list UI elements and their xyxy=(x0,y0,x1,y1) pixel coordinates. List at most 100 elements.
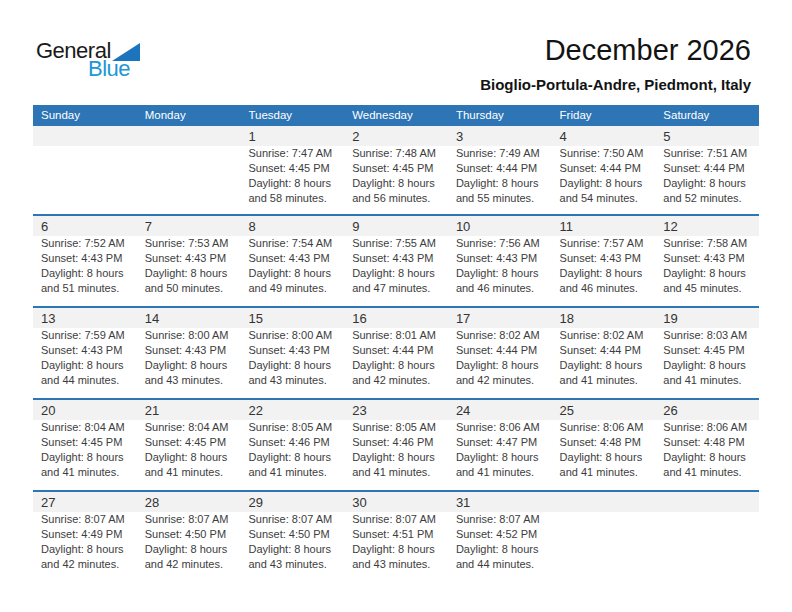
sunrise-text: Sunrise: 7:59 AM xyxy=(33,328,137,343)
day-cell: 27Sunrise: 8:07 AMSunset: 4:49 PMDayligh… xyxy=(33,492,137,582)
day-number: 15 xyxy=(240,308,344,328)
day-cell: 14Sunrise: 8:00 AMSunset: 4:43 PMDayligh… xyxy=(137,308,241,398)
day-number xyxy=(137,126,241,146)
sunset-text: Sunset: 4:49 PM xyxy=(33,527,137,542)
day-number: 27 xyxy=(33,492,137,512)
sunrise-text: Sunrise: 7:54 AM xyxy=(240,236,344,251)
week-row: 6Sunrise: 7:52 AMSunset: 4:43 PMDaylight… xyxy=(33,214,759,306)
daylight-text: Daylight: 8 hours and 44 minutes. xyxy=(33,358,137,388)
day-number: 13 xyxy=(33,308,137,328)
sunrise-text: Sunrise: 7:49 AM xyxy=(448,146,552,161)
daylight-text: Daylight: 8 hours and 42 minutes. xyxy=(33,542,137,572)
sunrise-text: Sunrise: 7:56 AM xyxy=(448,236,552,251)
empty-day-cell xyxy=(137,126,241,214)
page-subtitle: Bioglio-Portula-Andre, Piedmont, Italy xyxy=(480,76,751,93)
daylight-text: Daylight: 8 hours and 43 minutes. xyxy=(240,542,344,572)
day-number xyxy=(552,492,656,512)
week-row: 20Sunrise: 8:04 AMSunset: 4:45 PMDayligh… xyxy=(33,398,759,490)
sunset-text: Sunset: 4:43 PM xyxy=(33,343,137,358)
day-number: 4 xyxy=(552,126,656,146)
sunset-text: Sunset: 4:47 PM xyxy=(448,435,552,450)
sunset-text: Sunset: 4:45 PM xyxy=(655,343,759,358)
day-number: 23 xyxy=(344,400,448,420)
daylight-text: Daylight: 8 hours and 42 minutes. xyxy=(137,542,241,572)
weekday-header-row: Sunday Monday Tuesday Wednesday Thursday… xyxy=(33,105,759,126)
day-number: 24 xyxy=(448,400,552,420)
day-number: 3 xyxy=(448,126,552,146)
daylight-text: Daylight: 8 hours and 49 minutes. xyxy=(240,266,344,296)
sunset-text: Sunset: 4:44 PM xyxy=(448,161,552,176)
calendar-page: General Blue December 2026 Bioglio-Portu… xyxy=(0,0,792,612)
daylight-text: Daylight: 8 hours and 42 minutes. xyxy=(344,358,448,388)
sunrise-text: Sunrise: 8:06 AM xyxy=(552,420,656,435)
daylight-text: Daylight: 8 hours and 56 minutes. xyxy=(344,176,448,206)
daylight-text: Daylight: 8 hours and 41 minutes. xyxy=(655,358,759,388)
sunrise-text: Sunrise: 8:00 AM xyxy=(137,328,241,343)
sunset-text: Sunset: 4:45 PM xyxy=(33,435,137,450)
calendar-grid: 1Sunrise: 7:47 AMSunset: 4:45 PMDaylight… xyxy=(33,126,759,582)
day-cell: 15Sunrise: 8:00 AMSunset: 4:43 PMDayligh… xyxy=(240,308,344,398)
weekday-header-monday: Monday xyxy=(137,105,241,126)
sunrise-text: Sunrise: 8:07 AM xyxy=(33,512,137,527)
sunrise-text: Sunrise: 7:52 AM xyxy=(33,236,137,251)
day-number: 17 xyxy=(448,308,552,328)
sunset-text: Sunset: 4:50 PM xyxy=(240,527,344,542)
general-blue-logo: General Blue xyxy=(36,40,146,80)
day-number: 1 xyxy=(240,126,344,146)
sunset-text: Sunset: 4:43 PM xyxy=(344,251,448,266)
sunrise-text: Sunrise: 7:55 AM xyxy=(344,236,448,251)
title-block: December 2026 Bioglio-Portula-Andre, Pie… xyxy=(480,34,751,93)
sunrise-text: Sunrise: 7:47 AM xyxy=(240,146,344,161)
day-number: 19 xyxy=(655,308,759,328)
sunset-text: Sunset: 4:46 PM xyxy=(344,435,448,450)
day-number: 21 xyxy=(137,400,241,420)
day-number: 6 xyxy=(33,216,137,236)
daylight-text: Daylight: 8 hours and 41 minutes. xyxy=(344,450,448,480)
day-number: 9 xyxy=(344,216,448,236)
day-cell: 19Sunrise: 8:03 AMSunset: 4:45 PMDayligh… xyxy=(655,308,759,398)
day-number: 18 xyxy=(552,308,656,328)
sunset-text: Sunset: 4:48 PM xyxy=(655,435,759,450)
sunset-text: Sunset: 4:44 PM xyxy=(552,343,656,358)
daylight-text: Daylight: 8 hours and 43 minutes. xyxy=(240,358,344,388)
sunset-text: Sunset: 4:45 PM xyxy=(137,435,241,450)
daylight-text: Daylight: 8 hours and 41 minutes. xyxy=(448,450,552,480)
daylight-text: Daylight: 8 hours and 41 minutes. xyxy=(137,450,241,480)
sunrise-text: Sunrise: 8:02 AM xyxy=(552,328,656,343)
day-cell: 30Sunrise: 8:07 AMSunset: 4:51 PMDayligh… xyxy=(344,492,448,582)
day-number: 29 xyxy=(240,492,344,512)
day-number: 28 xyxy=(137,492,241,512)
sunrise-text: Sunrise: 8:07 AM xyxy=(344,512,448,527)
day-cell: 26Sunrise: 8:06 AMSunset: 4:48 PMDayligh… xyxy=(655,400,759,490)
daylight-text: Daylight: 8 hours and 41 minutes. xyxy=(240,450,344,480)
daylight-text: Daylight: 8 hours and 55 minutes. xyxy=(448,176,552,206)
weekday-header-wednesday: Wednesday xyxy=(344,105,448,126)
week-row: 1Sunrise: 7:47 AMSunset: 4:45 PMDaylight… xyxy=(33,126,759,214)
daylight-text: Daylight: 8 hours and 51 minutes. xyxy=(33,266,137,296)
sunrise-text: Sunrise: 7:53 AM xyxy=(137,236,241,251)
day-number: 10 xyxy=(448,216,552,236)
weekday-header-friday: Friday xyxy=(552,105,656,126)
day-cell: 1Sunrise: 7:47 AMSunset: 4:45 PMDaylight… xyxy=(240,126,344,214)
day-number: 11 xyxy=(552,216,656,236)
day-cell: 10Sunrise: 7:56 AMSunset: 4:43 PMDayligh… xyxy=(448,216,552,306)
day-number: 26 xyxy=(655,400,759,420)
sunrise-text: Sunrise: 8:05 AM xyxy=(240,420,344,435)
day-number: 14 xyxy=(137,308,241,328)
sunset-text: Sunset: 4:43 PM xyxy=(552,251,656,266)
sunrise-text: Sunrise: 7:58 AM xyxy=(655,236,759,251)
sunrise-text: Sunrise: 8:04 AM xyxy=(137,420,241,435)
day-cell: 3Sunrise: 7:49 AMSunset: 4:44 PMDaylight… xyxy=(448,126,552,214)
day-number: 12 xyxy=(655,216,759,236)
sunrise-text: Sunrise: 8:07 AM xyxy=(240,512,344,527)
empty-day-cell xyxy=(655,492,759,582)
day-number: 25 xyxy=(552,400,656,420)
daylight-text: Daylight: 8 hours and 41 minutes. xyxy=(655,450,759,480)
day-number: 31 xyxy=(448,492,552,512)
day-cell: 21Sunrise: 8:04 AMSunset: 4:45 PMDayligh… xyxy=(137,400,241,490)
sunset-text: Sunset: 4:44 PM xyxy=(344,343,448,358)
daylight-text: Daylight: 8 hours and 44 minutes. xyxy=(448,542,552,572)
day-cell: 6Sunrise: 7:52 AMSunset: 4:43 PMDaylight… xyxy=(33,216,137,306)
sunrise-text: Sunrise: 8:06 AM xyxy=(655,420,759,435)
sunrise-text: Sunrise: 7:57 AM xyxy=(552,236,656,251)
